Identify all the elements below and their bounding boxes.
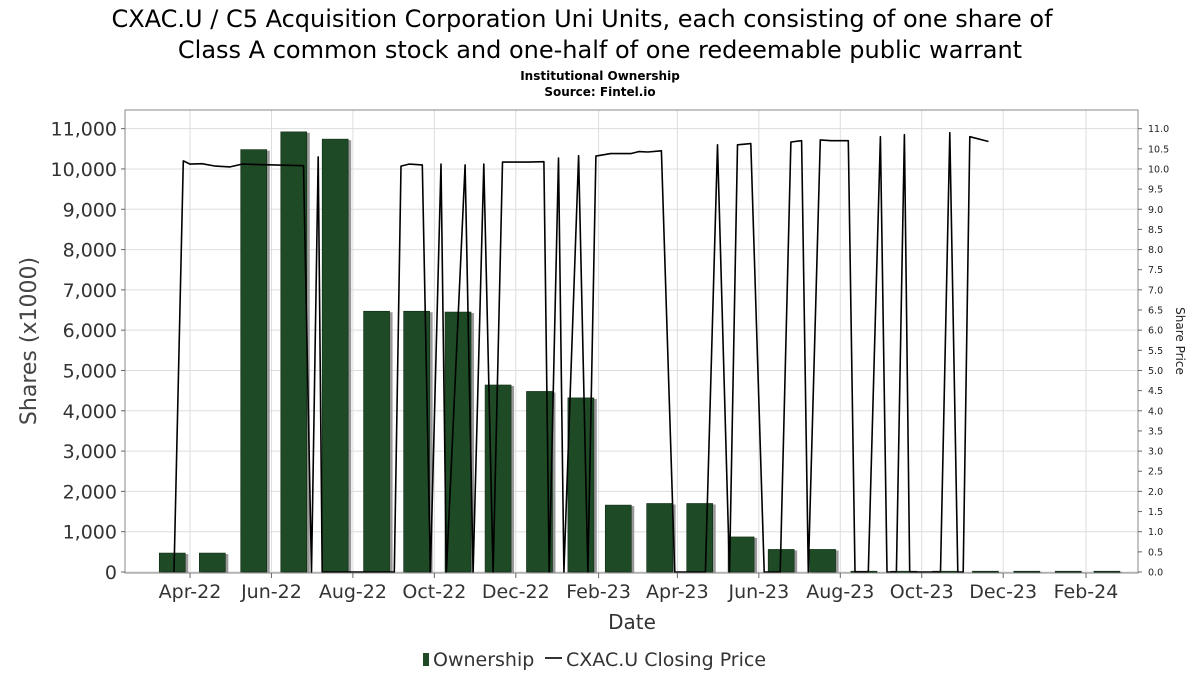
y-tick-label: 7,000: [63, 280, 117, 302]
y2-tick-label: 10.0: [1148, 164, 1169, 175]
y-tick-label: 4,000: [63, 401, 117, 423]
x-tick-label: Aug-22: [319, 581, 387, 603]
y2-tick-label: 2.0: [1148, 487, 1163, 498]
legend-price-label: CXAC.U Closing Price: [566, 649, 766, 671]
y-tick-label: 1,000: [63, 522, 117, 544]
ownership-bar: [972, 570, 999, 573]
y2-tick-label: 7.0: [1148, 285, 1163, 296]
ownership-bar: [363, 310, 390, 573]
y-tick-label: 8,000: [63, 240, 117, 262]
x-tick-label: Oct-22: [402, 581, 466, 603]
y2-tick-label: 5.5: [1148, 346, 1163, 357]
ownership-bar: [158, 552, 186, 573]
ownership-bar: [727, 536, 755, 573]
legend: Ownership CXAC.U Closing Price: [423, 649, 766, 671]
y2-tick-label: 8.5: [1148, 225, 1163, 236]
y2-tick-label: 6.5: [1148, 306, 1163, 317]
y2-axis-label: Share Price: [1173, 307, 1187, 375]
y-tick-label: 9,000: [63, 199, 117, 221]
y2-tick-label: 4.5: [1148, 386, 1163, 397]
x-tick-label: Feb-23: [566, 581, 631, 603]
x-tick-label: Apr-23: [646, 581, 709, 603]
y2-tick-label: 7.5: [1148, 265, 1163, 276]
y-tick-label: 11,000: [51, 119, 117, 141]
x-tick-label: Jun-23: [727, 581, 789, 603]
price-line: [173, 131, 989, 573]
chart-subtitle-line1: Institutional Ownership: [520, 69, 680, 83]
legend-ownership-label: Ownership: [433, 649, 534, 671]
y2-tick-label: 8.0: [1148, 245, 1163, 256]
y-tick-label: 10,000: [51, 159, 117, 181]
ownership-bar: [686, 503, 714, 573]
y-tick-label: 6,000: [63, 320, 117, 342]
y2-tick-label: 9.5: [1148, 185, 1163, 196]
y2-tick-label: 2.5: [1148, 467, 1163, 478]
x-tick-label: Oct-23: [890, 581, 954, 603]
y2-tick-label: 4.0: [1148, 406, 1163, 417]
y2-tick-label: 9.0: [1148, 205, 1163, 216]
y2-tick-label: 5.0: [1148, 366, 1163, 377]
ownership-bar: [1013, 570, 1041, 573]
ownership-bar: [1093, 570, 1121, 573]
x-tick-label: Dec-22: [482, 581, 550, 603]
ownership-bars: [158, 131, 1123, 574]
ownership-bar: [646, 503, 673, 573]
chart-title-line1: CXAC.U / C5 Acquisition Corporation Uni …: [111, 5, 1053, 33]
ownership-bar: [240, 149, 268, 573]
y-tick-label: 3,000: [63, 441, 117, 463]
price-line-path: [173, 131, 989, 573]
y-axis-right: 0.0 0.5 1.0 1.5 2.0 2.5 3.0 3.5 4.0 4.5 5.0 5.5 6.0 6…: [1138, 124, 1169, 579]
y2-tick-label: 0.0: [1148, 568, 1163, 579]
grid: [125, 110, 1138, 573]
y2-tick-label: 3.0: [1148, 447, 1163, 458]
y2-tick-label: 11.0: [1148, 124, 1169, 135]
y2-tick-label: 10.5: [1148, 144, 1169, 155]
y-axis-label: Shares (x1000): [17, 257, 42, 425]
x-axis-label: Date: [608, 610, 656, 634]
plot-frame: [124, 109, 1139, 574]
legend-ownership-swatch: [423, 653, 429, 666]
y-tick-label: 5,000: [63, 360, 117, 382]
chart-title-line2: Class A common stock and one-half of one…: [178, 36, 1022, 64]
ownership-bar: [809, 549, 836, 573]
y2-tick-label: 1.5: [1148, 507, 1163, 518]
ownership-bar: [321, 138, 349, 573]
x-tick-label: Aug-23: [806, 581, 874, 603]
y-tick-label: 2,000: [63, 481, 117, 503]
y-axis-left: 0 1,000 2,000 3,000 4,000 5,000 6,000 7,000 8,00…: [51, 119, 125, 584]
y2-tick-label: 0.5: [1148, 547, 1163, 558]
x-tick-label: Apr-22: [159, 581, 222, 603]
x-tick-label: Jun-22: [240, 581, 302, 603]
x-axis: Apr-22 Jun-22 Aug-22 Oct-22 Dec-22 Feb-23 Apr-…: [159, 573, 1119, 603]
ownership-bar: [280, 131, 308, 573]
x-tick-label: Feb-24: [1054, 581, 1119, 603]
y2-tick-label: 1.0: [1148, 527, 1163, 538]
ownership-bar: [199, 552, 226, 573]
chart-subtitle-line2: Source: Fintel.io: [544, 85, 655, 99]
ownership-bar: [1054, 570, 1082, 573]
y-tick-label: 0: [105, 562, 117, 584]
y2-tick-label: 6.0: [1148, 326, 1163, 337]
ownership-bar: [604, 504, 632, 573]
x-tick-label: Dec-23: [969, 581, 1037, 603]
y2-tick-label: 3.5: [1148, 426, 1163, 437]
